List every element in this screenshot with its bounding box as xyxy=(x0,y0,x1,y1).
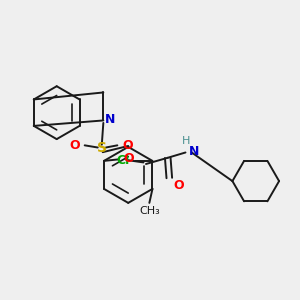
Text: CH₃: CH₃ xyxy=(139,206,160,216)
Text: N: N xyxy=(105,113,115,126)
Text: H: H xyxy=(182,136,190,146)
Text: Cl: Cl xyxy=(116,154,130,167)
Text: N: N xyxy=(189,145,199,158)
Text: O: O xyxy=(122,139,133,152)
Text: O: O xyxy=(69,139,80,152)
Text: O: O xyxy=(124,152,134,165)
Text: O: O xyxy=(173,179,184,192)
Text: S: S xyxy=(97,141,107,155)
